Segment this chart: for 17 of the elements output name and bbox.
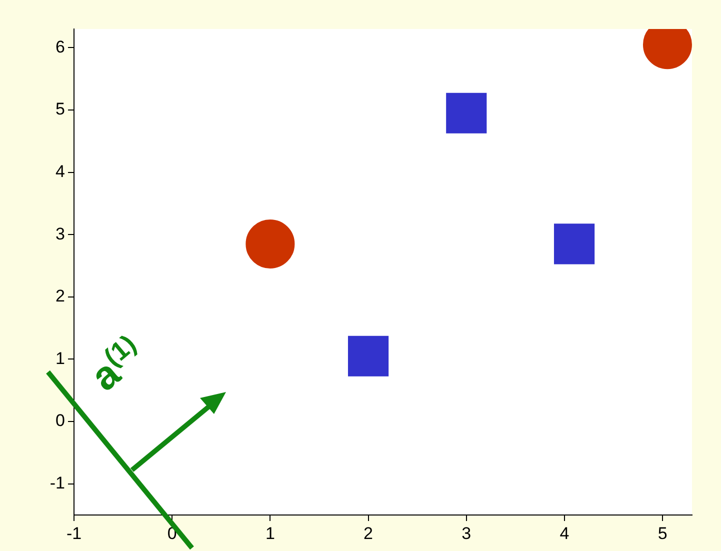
x-tick-label: 4	[560, 524, 570, 543]
point	[554, 224, 595, 264]
y-tick-label: 2	[56, 286, 65, 306]
y-tick-label: 5	[56, 100, 65, 119]
y-tick-label: 4	[56, 162, 65, 181]
y-tick-label: 0	[56, 411, 65, 430]
y-tick-label: 1	[56, 348, 65, 368]
x-tick-label: 1	[265, 524, 275, 543]
point	[348, 336, 389, 376]
y-tick-label: 3	[56, 224, 65, 244]
point	[446, 92, 487, 134]
y-tick-label: 6	[56, 37, 65, 56]
point	[246, 219, 295, 268]
x-tick-label: 3	[462, 524, 472, 543]
x-tick-label: 2	[364, 524, 374, 543]
y-tick-label: -1	[50, 474, 65, 493]
x-tick-label: 5	[658, 524, 668, 543]
